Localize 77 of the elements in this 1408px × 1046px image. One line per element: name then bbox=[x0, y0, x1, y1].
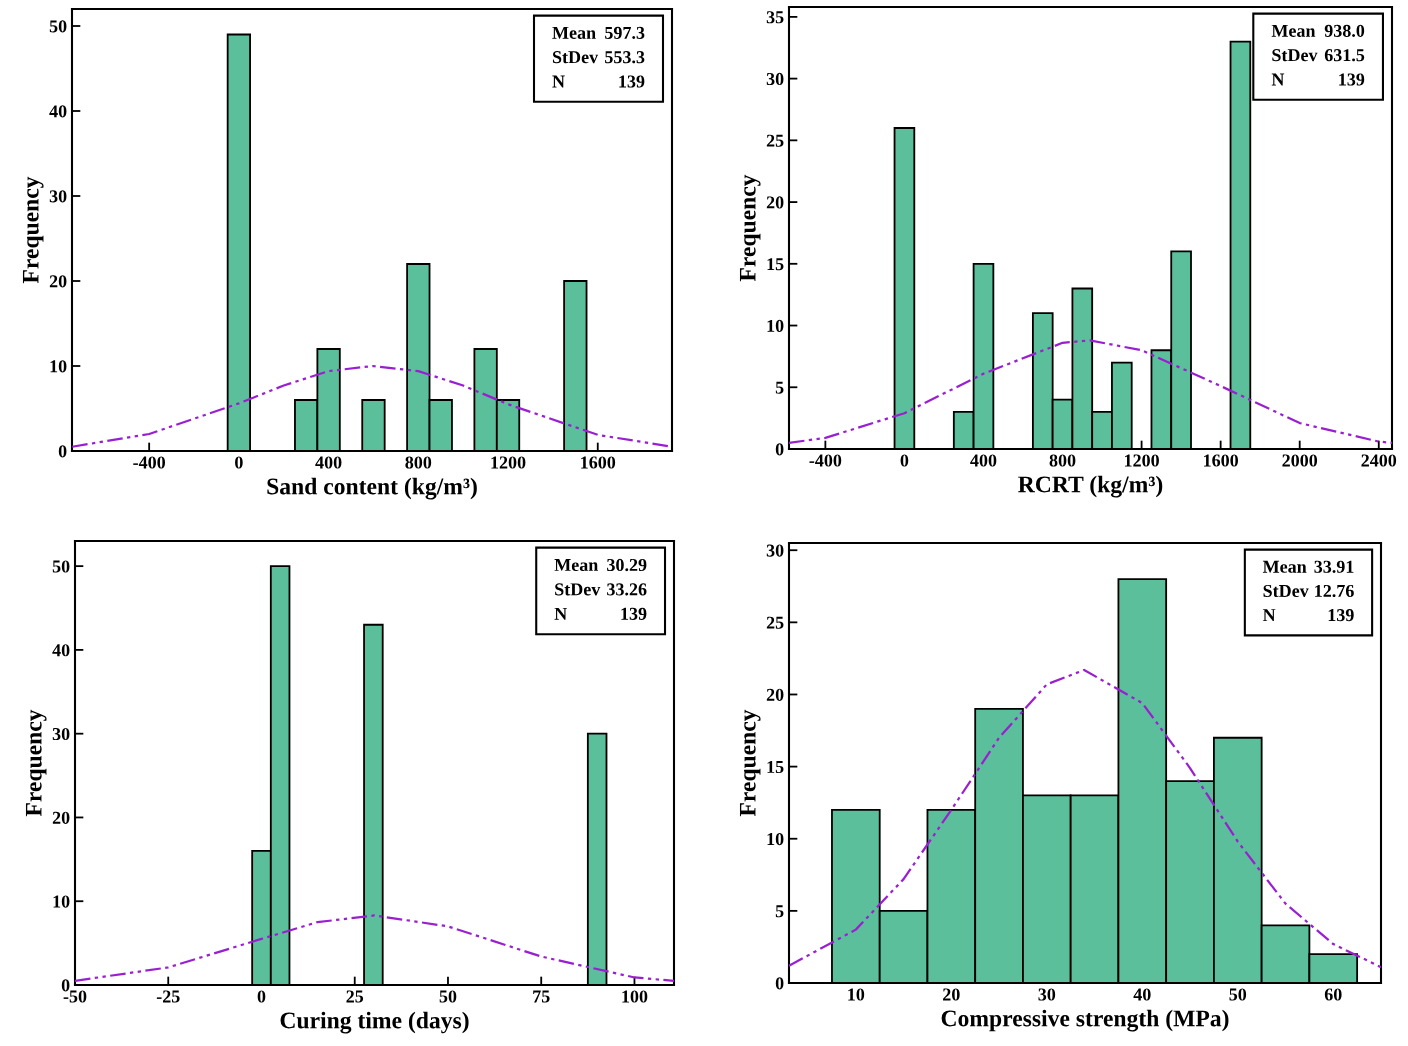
y-axis-title: Frequency bbox=[22, 176, 44, 284]
y-tick-label: 35 bbox=[766, 11, 784, 24]
y-tick-label: 20 bbox=[52, 811, 70, 824]
x-tick-label: 30 bbox=[1038, 988, 1056, 1001]
x-tick-label: -400 bbox=[133, 456, 166, 469]
y-tick-label: 0 bbox=[775, 977, 784, 990]
x-tick-label: 400 bbox=[970, 454, 997, 467]
annotation: Mean 597.3 bbox=[552, 26, 645, 40]
x-tick-label: 800 bbox=[405, 456, 432, 469]
x-tick-label: -50 bbox=[63, 990, 87, 1003]
x-tick-label: 1600 bbox=[1204, 454, 1239, 467]
x-tick-label: 1200 bbox=[491, 456, 526, 469]
y-tick-label: 10 bbox=[767, 833, 784, 846]
y-axis-title: Frequency bbox=[739, 709, 761, 817]
y-tick-label: 0 bbox=[61, 979, 70, 992]
y-tick-label: 40 bbox=[52, 644, 70, 657]
annotation: StDev 553.3 bbox=[552, 51, 645, 64]
line-series bbox=[789, 668, 1381, 969]
x-tick-label: -25 bbox=[156, 990, 180, 1003]
x-tick-label: 800 bbox=[1049, 454, 1076, 467]
line-series bbox=[789, 339, 1392, 444]
y-tick-label: 20 bbox=[49, 275, 67, 288]
y-tick-label: 20 bbox=[766, 688, 784, 701]
y-tick-label: 0 bbox=[775, 443, 784, 456]
annotation: Mean 30.29 bbox=[554, 558, 647, 572]
y-axis-title: Frequency bbox=[739, 174, 761, 282]
y-tick-label: 10 bbox=[53, 895, 70, 908]
x-tick-label: 2400 bbox=[1361, 454, 1397, 467]
line-series bbox=[75, 914, 674, 982]
x-axis-title: Sand content (kg/m³) bbox=[267, 477, 477, 500]
x-tick-label: 400 bbox=[315, 456, 342, 469]
y-tick-label: 10 bbox=[767, 319, 784, 332]
x-tick-label: 0 bbox=[900, 454, 909, 467]
x-tick-label: 75 bbox=[533, 990, 550, 1003]
text: N 139 bbox=[552, 75, 645, 88]
x-tick-label: 1600 bbox=[581, 456, 616, 469]
y-tick-label: 15 bbox=[767, 258, 784, 271]
x-tick-label: 10 bbox=[848, 988, 865, 1001]
annotation: Mean 33.91 bbox=[1262, 560, 1354, 573]
x-tick-label: 60 bbox=[1324, 988, 1342, 1001]
x-tick-label: 50 bbox=[439, 990, 457, 1003]
x-tick-label: 100 bbox=[622, 990, 648, 1003]
x-tick-label: 1200 bbox=[1124, 454, 1159, 467]
y-tick-label: 5 bbox=[775, 905, 784, 918]
x-tick-label: 50 bbox=[1229, 988, 1247, 1001]
x-axis-title: Compressive strength (MPa) bbox=[941, 1009, 1229, 1032]
y-tick-label: 40 bbox=[49, 105, 67, 118]
annotation: Mean 938.0 bbox=[1271, 24, 1365, 38]
annotation: StDev 33.26 bbox=[555, 583, 647, 596]
y-tick-label: 20 bbox=[766, 196, 784, 209]
text: N 139 bbox=[1271, 73, 1365, 86]
x-tick-label: 0 bbox=[235, 456, 243, 469]
y-tick-label: 0 bbox=[58, 445, 67, 458]
annotation: StDev 12.76 bbox=[1263, 584, 1354, 598]
x-axis-title: Curing time (days) bbox=[280, 1011, 469, 1034]
y-tick-label: 30 bbox=[766, 544, 784, 557]
x-tick-label: 20 bbox=[943, 988, 960, 1001]
x-tick-label: 40 bbox=[1133, 988, 1151, 1001]
y-tick-label: 5 bbox=[775, 381, 784, 394]
text: N 139 bbox=[554, 607, 647, 620]
y-tick-label: 25 bbox=[766, 616, 784, 629]
y-tick-label: 10 bbox=[50, 360, 67, 373]
y-tick-label: 50 bbox=[52, 560, 70, 573]
x-tick-label: 25 bbox=[346, 990, 364, 1003]
y-tick-label: 15 bbox=[767, 760, 784, 774]
text: N 139 bbox=[1262, 609, 1354, 622]
x-tick-label: -400 bbox=[809, 454, 842, 467]
x-tick-label: 2000 bbox=[1282, 454, 1318, 467]
y-tick-label: 50 bbox=[49, 20, 67, 33]
annotation: StDev 631.5 bbox=[1272, 49, 1365, 62]
y-tick-label: 25 bbox=[766, 134, 784, 147]
x-axis-title: RCRT (kg/m³) bbox=[1018, 475, 1163, 498]
y-tick-label: 30 bbox=[52, 727, 70, 741]
x-tick-label: 0 bbox=[257, 990, 266, 1003]
y-tick-label: 30 bbox=[49, 190, 67, 203]
y-tick-label: 30 bbox=[766, 72, 784, 86]
y-axis-title: Frequency bbox=[25, 709, 47, 817]
